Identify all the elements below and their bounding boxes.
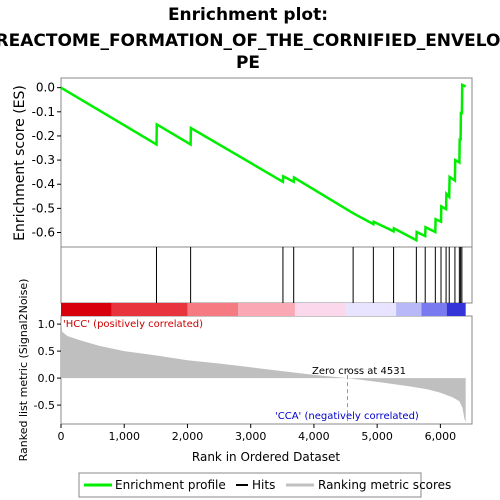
- x-tick-label: 1,000: [108, 430, 140, 443]
- es-y-tick-label: -0.6: [32, 226, 55, 240]
- x-axis-label: Rank in Ordered Dataset: [192, 450, 340, 464]
- es-y-tick-label: -0.5: [32, 201, 55, 215]
- es-y-tick-label: 0.0: [36, 81, 55, 95]
- es-y-tick-label: -0.4: [32, 177, 55, 191]
- legend-label-enrichment: Enrichment profile: [115, 478, 226, 492]
- es-y-tick-label: -0.1: [32, 105, 55, 119]
- x-tick-label: 0: [58, 430, 65, 443]
- legend-label-hits: Hits: [252, 478, 275, 492]
- metric-y-tick-label: 0.0: [38, 372, 56, 385]
- rank-heatmap-bar: [61, 303, 466, 316]
- enrichment-panel: [60, 77, 473, 248]
- metric-y-tick-label: 0.5: [38, 345, 56, 358]
- ranked-metric-fill: [61, 318, 466, 423]
- legend-box: [78, 472, 422, 498]
- positive-correlation-label: 'HCC' (positively correlated): [63, 319, 203, 330]
- heatmap-segment: [238, 303, 295, 316]
- heatmap-segment: [111, 303, 188, 316]
- heatmap-segment: [61, 303, 112, 316]
- heatmap-segment: [421, 303, 447, 316]
- hits-panel: [60, 246, 473, 304]
- x-axis: 0 1,000 2,000 3,000 4,000 5,000 6,000: [58, 424, 457, 443]
- metric-y-tick-label: -0.5: [34, 399, 55, 412]
- hit-lines: [155, 247, 463, 303]
- x-tick-label: 6,000: [425, 430, 457, 443]
- ranked-metric-area: [61, 318, 466, 423]
- chart-subtitle-line2: PE: [236, 53, 260, 73]
- x-tick-label: 3,000: [235, 430, 267, 443]
- heatmap-segment: [396, 303, 422, 316]
- es-y-tick-label: -0.2: [32, 129, 55, 143]
- negative-correlation-label: 'CCA' (negatively correlated): [275, 411, 419, 422]
- metric-y-tick-label: 1.0: [38, 318, 56, 331]
- chart-title: Enrichment plot:: [168, 5, 328, 25]
- heatmap-segment: [187, 303, 239, 316]
- es-y-tick-label: -0.3: [32, 153, 55, 167]
- zero-cross-label: Zero cross at 4531: [312, 366, 406, 377]
- x-tick-label: 5,000: [361, 430, 393, 443]
- heatmap-segment: [294, 303, 346, 316]
- enrichment-y-axis: 0.0 -0.1 -0.2 -0.3 -0.4 -0.5 -0.6: [32, 81, 61, 240]
- x-tick-label: 4,000: [298, 430, 330, 443]
- heatmap-segment: [446, 303, 466, 316]
- metric-y-axis: 1.0 0.5 0.0 -0.5: [34, 318, 61, 412]
- legend-label-ranking: Ranking metric scores: [318, 478, 451, 492]
- enrichment-profile-line: [60, 82, 467, 243]
- chart-subtitle-line1: REACTOME_FORMATION_OF_THE_CORNIFIED_ENVE…: [0, 31, 500, 51]
- heatmap-segment: [345, 303, 397, 316]
- metric-y-label: Ranked list metric (Signal2Noise): [17, 279, 30, 462]
- x-tick-label: 2,000: [172, 430, 204, 443]
- enrichment-y-label: Enrichment score (ES): [12, 85, 28, 241]
